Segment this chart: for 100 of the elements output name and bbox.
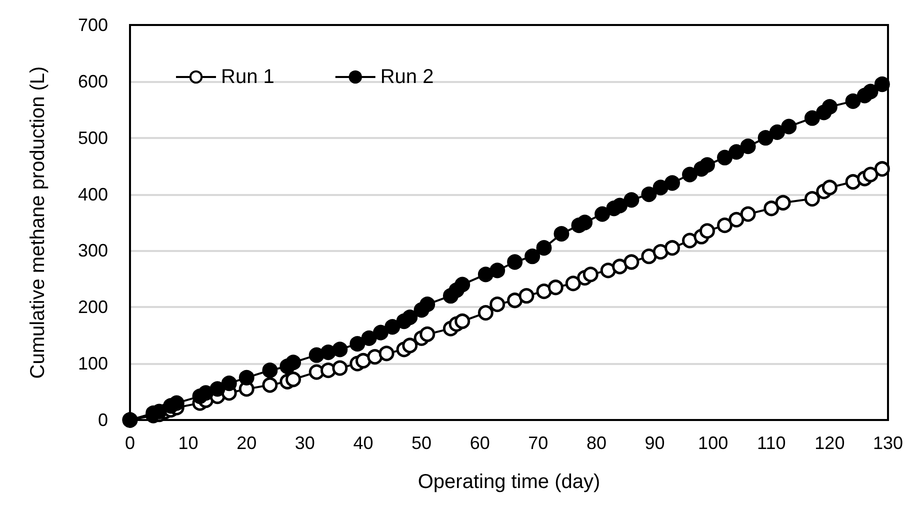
point [874, 161, 890, 177]
x-tick-label: 10 [178, 433, 198, 453]
point [262, 377, 278, 393]
point [822, 180, 838, 196]
point [874, 76, 890, 92]
point [420, 326, 436, 342]
x-tick-label: 110 [757, 433, 786, 453]
x-tick-label: 70 [528, 433, 548, 453]
point [664, 240, 680, 256]
y-tick-label: 100 [78, 354, 108, 374]
point [490, 262, 506, 278]
point [518, 288, 534, 304]
point [378, 346, 394, 362]
point [781, 118, 797, 134]
x-tick-label: 120 [814, 433, 845, 453]
x-tick-label: 50 [412, 433, 432, 453]
point [624, 254, 640, 270]
x-axis-title: Operating time (day) [418, 471, 600, 493]
point [740, 138, 756, 154]
point [507, 254, 523, 270]
point [682, 166, 698, 182]
point [210, 381, 226, 397]
point [402, 338, 418, 354]
point [700, 223, 715, 239]
x-tick-label: 20 [236, 433, 257, 453]
y-tick-label: 400 [78, 184, 108, 204]
point [478, 266, 494, 282]
point [554, 226, 570, 242]
x-tick-label: 0 [124, 433, 136, 453]
point [361, 330, 377, 346]
point [845, 93, 861, 109]
point [507, 292, 523, 308]
point [548, 280, 564, 296]
point [320, 362, 336, 378]
point [682, 232, 698, 248]
point [758, 130, 774, 146]
point [320, 344, 336, 360]
point [286, 354, 302, 370]
point [700, 157, 715, 173]
point [372, 324, 388, 340]
y-tick-label: 0 [98, 410, 108, 430]
point [454, 314, 470, 329]
point [664, 175, 680, 191]
point [822, 99, 838, 115]
legend-label: Run 1 [221, 66, 274, 88]
point [402, 310, 418, 326]
point [728, 212, 744, 228]
point [717, 150, 732, 166]
point [350, 336, 366, 352]
point [238, 370, 254, 386]
y-tick-label: 300 [78, 240, 108, 261]
x-tick-label: 130 [872, 433, 904, 453]
point [524, 248, 540, 264]
x-tick-label: 40 [353, 433, 374, 453]
x-tick-label: 90 [644, 433, 665, 453]
point [262, 362, 278, 378]
point [308, 347, 324, 363]
point [641, 248, 657, 264]
point [764, 200, 780, 216]
y-tick-label: 500 [78, 128, 108, 148]
point [641, 186, 657, 202]
point [286, 372, 302, 388]
y-tick-label: 600 [78, 71, 108, 92]
y-axis-title: Cumulative methane production (L) [27, 66, 49, 379]
legend-label: Run 2 [380, 66, 434, 88]
point [717, 218, 732, 234]
point [332, 342, 348, 358]
point [612, 198, 628, 214]
x-tick-label: 100 [698, 433, 728, 453]
point [198, 385, 214, 401]
point [740, 206, 756, 222]
point [355, 353, 371, 368]
point [594, 206, 610, 222]
point [454, 276, 470, 292]
point [577, 214, 593, 230]
point [478, 305, 494, 321]
point [862, 166, 878, 182]
point [769, 124, 785, 140]
point [536, 284, 552, 300]
point [168, 395, 184, 411]
y-tick-label: 700 [78, 15, 108, 35]
point [582, 266, 598, 282]
point [600, 262, 616, 278]
point [652, 180, 668, 196]
point [804, 110, 820, 126]
point [490, 296, 506, 312]
point [804, 191, 820, 207]
x-tick-label: 30 [294, 433, 315, 453]
point [332, 360, 348, 376]
point [845, 174, 861, 190]
point [612, 258, 628, 274]
point [367, 349, 383, 365]
x-tick-label: 80 [586, 433, 606, 453]
y-tick-label: 200 [78, 297, 108, 318]
point [624, 192, 640, 208]
x-tick-label: 60 [470, 433, 490, 453]
point [775, 195, 791, 210]
point [420, 296, 436, 312]
point [862, 84, 878, 100]
point [728, 144, 744, 160]
